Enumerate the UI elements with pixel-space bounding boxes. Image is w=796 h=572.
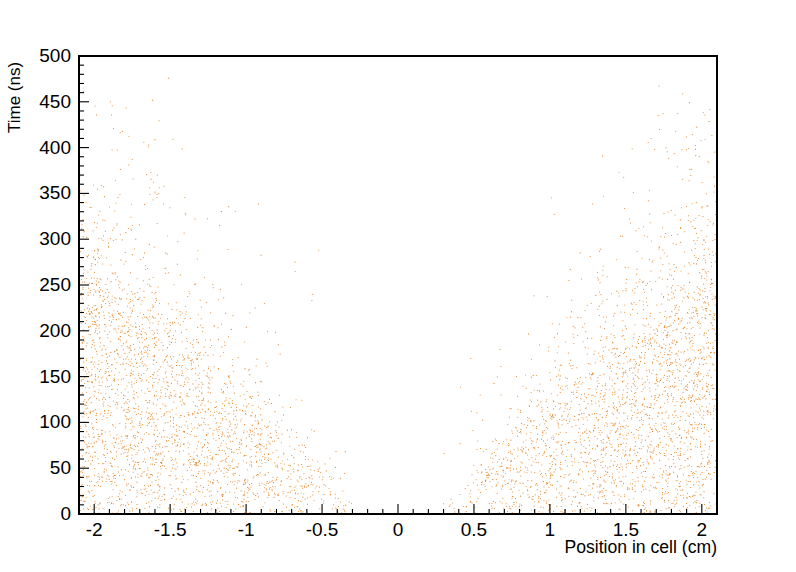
svg-text:100: 100 [39, 411, 71, 432]
svg-text:-1.5: -1.5 [154, 519, 187, 540]
svg-text:500: 500 [39, 45, 71, 66]
svg-text:Position in cell (cm): Position in cell (cm) [564, 537, 717, 557]
svg-text:150: 150 [39, 366, 71, 387]
svg-text:50: 50 [50, 457, 71, 478]
svg-text:0: 0 [393, 519, 404, 540]
svg-text:1: 1 [545, 519, 556, 540]
svg-text:350: 350 [39, 182, 71, 203]
svg-text:-0.5: -0.5 [306, 519, 339, 540]
svg-text:Time (ns): Time (ns) [5, 62, 24, 133]
svg-text:250: 250 [39, 274, 71, 295]
svg-text:-2: -2 [86, 519, 103, 540]
svg-text:200: 200 [39, 320, 71, 341]
svg-text:0: 0 [60, 503, 71, 524]
svg-text:0.5: 0.5 [461, 519, 487, 540]
svg-text:400: 400 [39, 137, 71, 158]
svg-text:-1: -1 [238, 519, 255, 540]
svg-text:300: 300 [39, 228, 71, 249]
svg-text:450: 450 [39, 91, 71, 112]
